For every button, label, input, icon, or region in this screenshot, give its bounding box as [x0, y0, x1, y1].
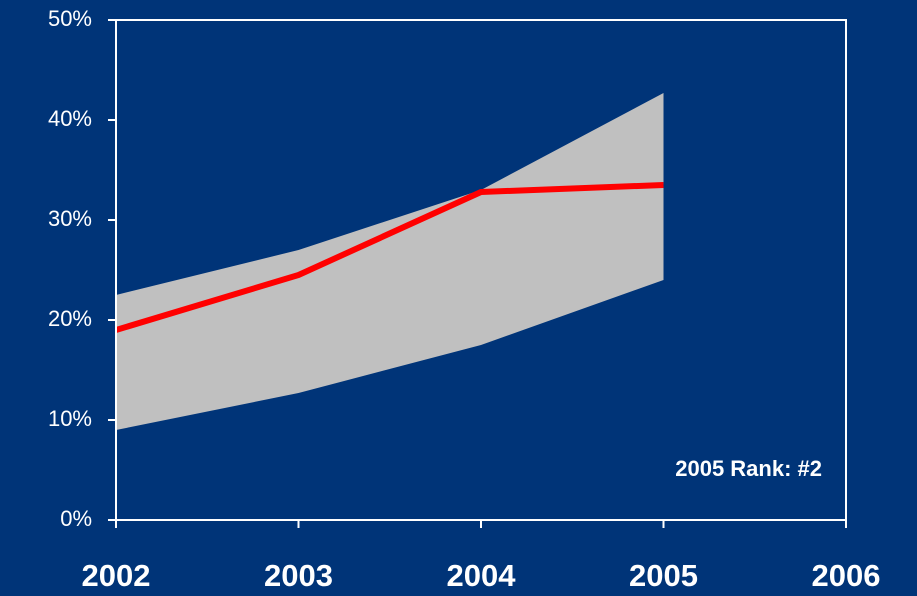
range-band: [116, 93, 664, 430]
y-tick-label: 20%: [48, 306, 92, 331]
x-tick-label: 2003: [264, 558, 333, 593]
y-tick-label: 0%: [60, 506, 92, 531]
x-tick-label: 2005: [629, 558, 698, 593]
annotation: 2005 Rank: #2: [675, 456, 822, 481]
x-tick-label: 2006: [812, 558, 881, 593]
y-tick-label: 30%: [48, 206, 92, 231]
x-tick-label: 2004: [447, 558, 517, 593]
y-tick-label: 40%: [48, 106, 92, 131]
x-tick-label: 2002: [82, 558, 151, 593]
series-line: [115, 182, 664, 333]
y-tick-label: 50%: [48, 6, 92, 31]
y-tick-label: 10%: [48, 406, 92, 431]
